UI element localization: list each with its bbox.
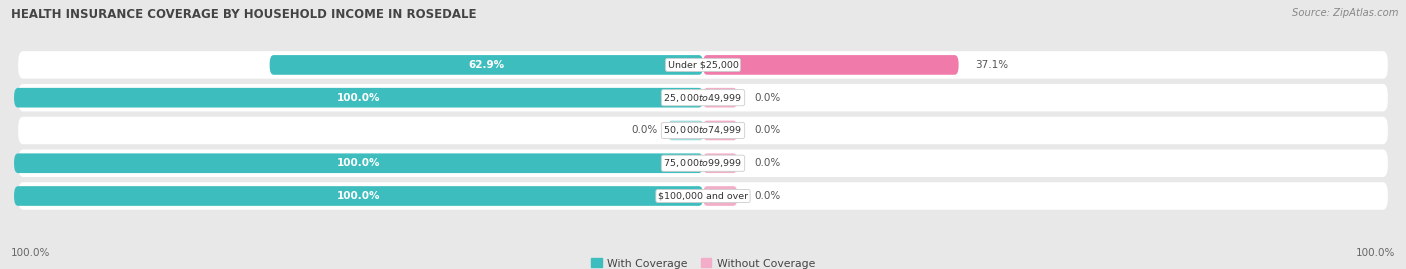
Text: 62.9%: 62.9% bbox=[468, 60, 505, 70]
Text: 100.0%: 100.0% bbox=[1355, 248, 1395, 258]
FancyBboxPatch shape bbox=[703, 88, 738, 108]
Text: $50,000 to $74,999: $50,000 to $74,999 bbox=[664, 125, 742, 136]
FancyBboxPatch shape bbox=[669, 121, 703, 140]
FancyBboxPatch shape bbox=[14, 88, 703, 108]
Text: 37.1%: 37.1% bbox=[976, 60, 1008, 70]
FancyBboxPatch shape bbox=[14, 186, 703, 206]
Text: 100.0%: 100.0% bbox=[337, 191, 380, 201]
Text: 0.0%: 0.0% bbox=[631, 125, 658, 136]
FancyBboxPatch shape bbox=[270, 55, 703, 75]
FancyBboxPatch shape bbox=[703, 55, 959, 75]
Text: $75,000 to $99,999: $75,000 to $99,999 bbox=[664, 157, 742, 169]
Text: 100.0%: 100.0% bbox=[337, 158, 380, 168]
FancyBboxPatch shape bbox=[18, 182, 1388, 210]
FancyBboxPatch shape bbox=[18, 84, 1388, 111]
Text: Under $25,000: Under $25,000 bbox=[668, 61, 738, 69]
Text: $25,000 to $49,999: $25,000 to $49,999 bbox=[664, 92, 742, 104]
Legend: With Coverage, Without Coverage: With Coverage, Without Coverage bbox=[586, 254, 820, 269]
Text: Source: ZipAtlas.com: Source: ZipAtlas.com bbox=[1292, 8, 1399, 18]
Text: 0.0%: 0.0% bbox=[754, 125, 780, 136]
FancyBboxPatch shape bbox=[18, 150, 1388, 177]
Text: 0.0%: 0.0% bbox=[754, 158, 780, 168]
FancyBboxPatch shape bbox=[18, 51, 1388, 79]
Text: HEALTH INSURANCE COVERAGE BY HOUSEHOLD INCOME IN ROSEDALE: HEALTH INSURANCE COVERAGE BY HOUSEHOLD I… bbox=[11, 8, 477, 21]
Text: $100,000 and over: $100,000 and over bbox=[658, 192, 748, 200]
FancyBboxPatch shape bbox=[18, 117, 1388, 144]
FancyBboxPatch shape bbox=[703, 153, 738, 173]
FancyBboxPatch shape bbox=[703, 121, 738, 140]
Text: 100.0%: 100.0% bbox=[337, 93, 380, 103]
Text: 0.0%: 0.0% bbox=[754, 93, 780, 103]
Text: 100.0%: 100.0% bbox=[11, 248, 51, 258]
FancyBboxPatch shape bbox=[14, 153, 703, 173]
FancyBboxPatch shape bbox=[703, 186, 738, 206]
Text: 0.0%: 0.0% bbox=[754, 191, 780, 201]
